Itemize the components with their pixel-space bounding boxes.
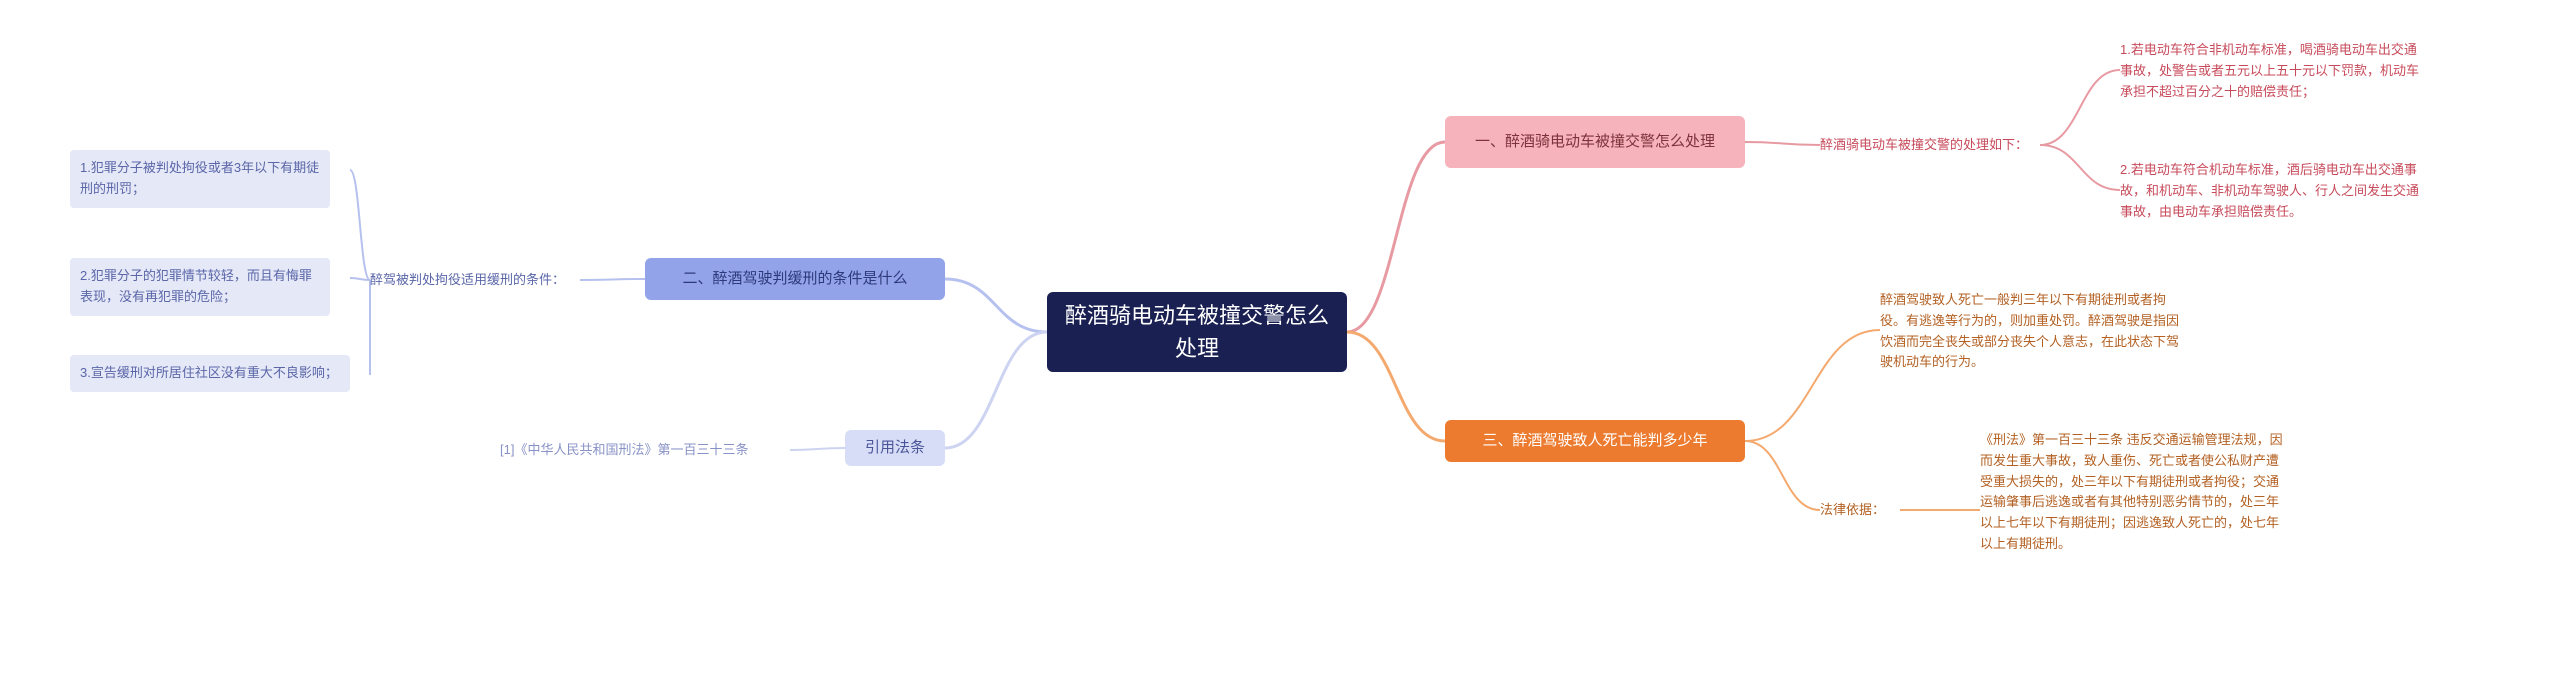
two-item-2: 3.宣告缓刑对所居住社区没有重大不良影响； [70, 355, 350, 392]
branch-three: 三、醉酒驾驶致人死亡能判多少年 [1445, 420, 1745, 462]
two-sub-label: 醉驾被判处拘役适用缓刑的条件： [370, 270, 580, 291]
branch-two: 二、醉酒驾驶判缓刑的条件是什么 [645, 258, 945, 300]
branch-cite: 引用法条 [845, 430, 945, 466]
one-sub-label: 醉酒骑电动车被撞交警的处理如下： [1820, 135, 2040, 156]
three-law-label: 法律依据： [1820, 500, 1900, 521]
branch-one: 一、醉酒骑电动车被撞交警怎么处理 [1445, 116, 1745, 168]
one-item-0: 1.若电动车符合非机动车标准，喝酒骑电动车出交通事故，处警告或者五元以上五十元以… [2120, 40, 2420, 102]
three-item-0: 醉酒驾驶致人死亡一般判三年以下有期徒刑或者拘役。有逃逸等行为的，则加重处罚。醉酒… [1880, 290, 2180, 373]
root-node: 醉酒骑电动车被撞交警怎么处理 [1047, 292, 1347, 372]
two-item-0: 1.犯罪分子被判处拘役或者3年以下有期徒刑的刑罚； [70, 150, 330, 208]
two-item-1: 2.犯罪分子的犯罪情节较轻，而且有悔罪表现，没有再犯罪的危险； [70, 258, 330, 316]
one-item-1: 2.若电动车符合机动车标准，酒后骑电动车出交通事故，和机动车、非机动车驾驶人、行… [2120, 160, 2420, 222]
three-item-1: 《刑法》第一百三十三条 违反交通运输管理法规，因而发生重大事故，致人重伤、死亡或… [1980, 430, 2290, 555]
cite-item: [1]《中华人民共和国刑法》第一百三十三条 [500, 440, 790, 461]
